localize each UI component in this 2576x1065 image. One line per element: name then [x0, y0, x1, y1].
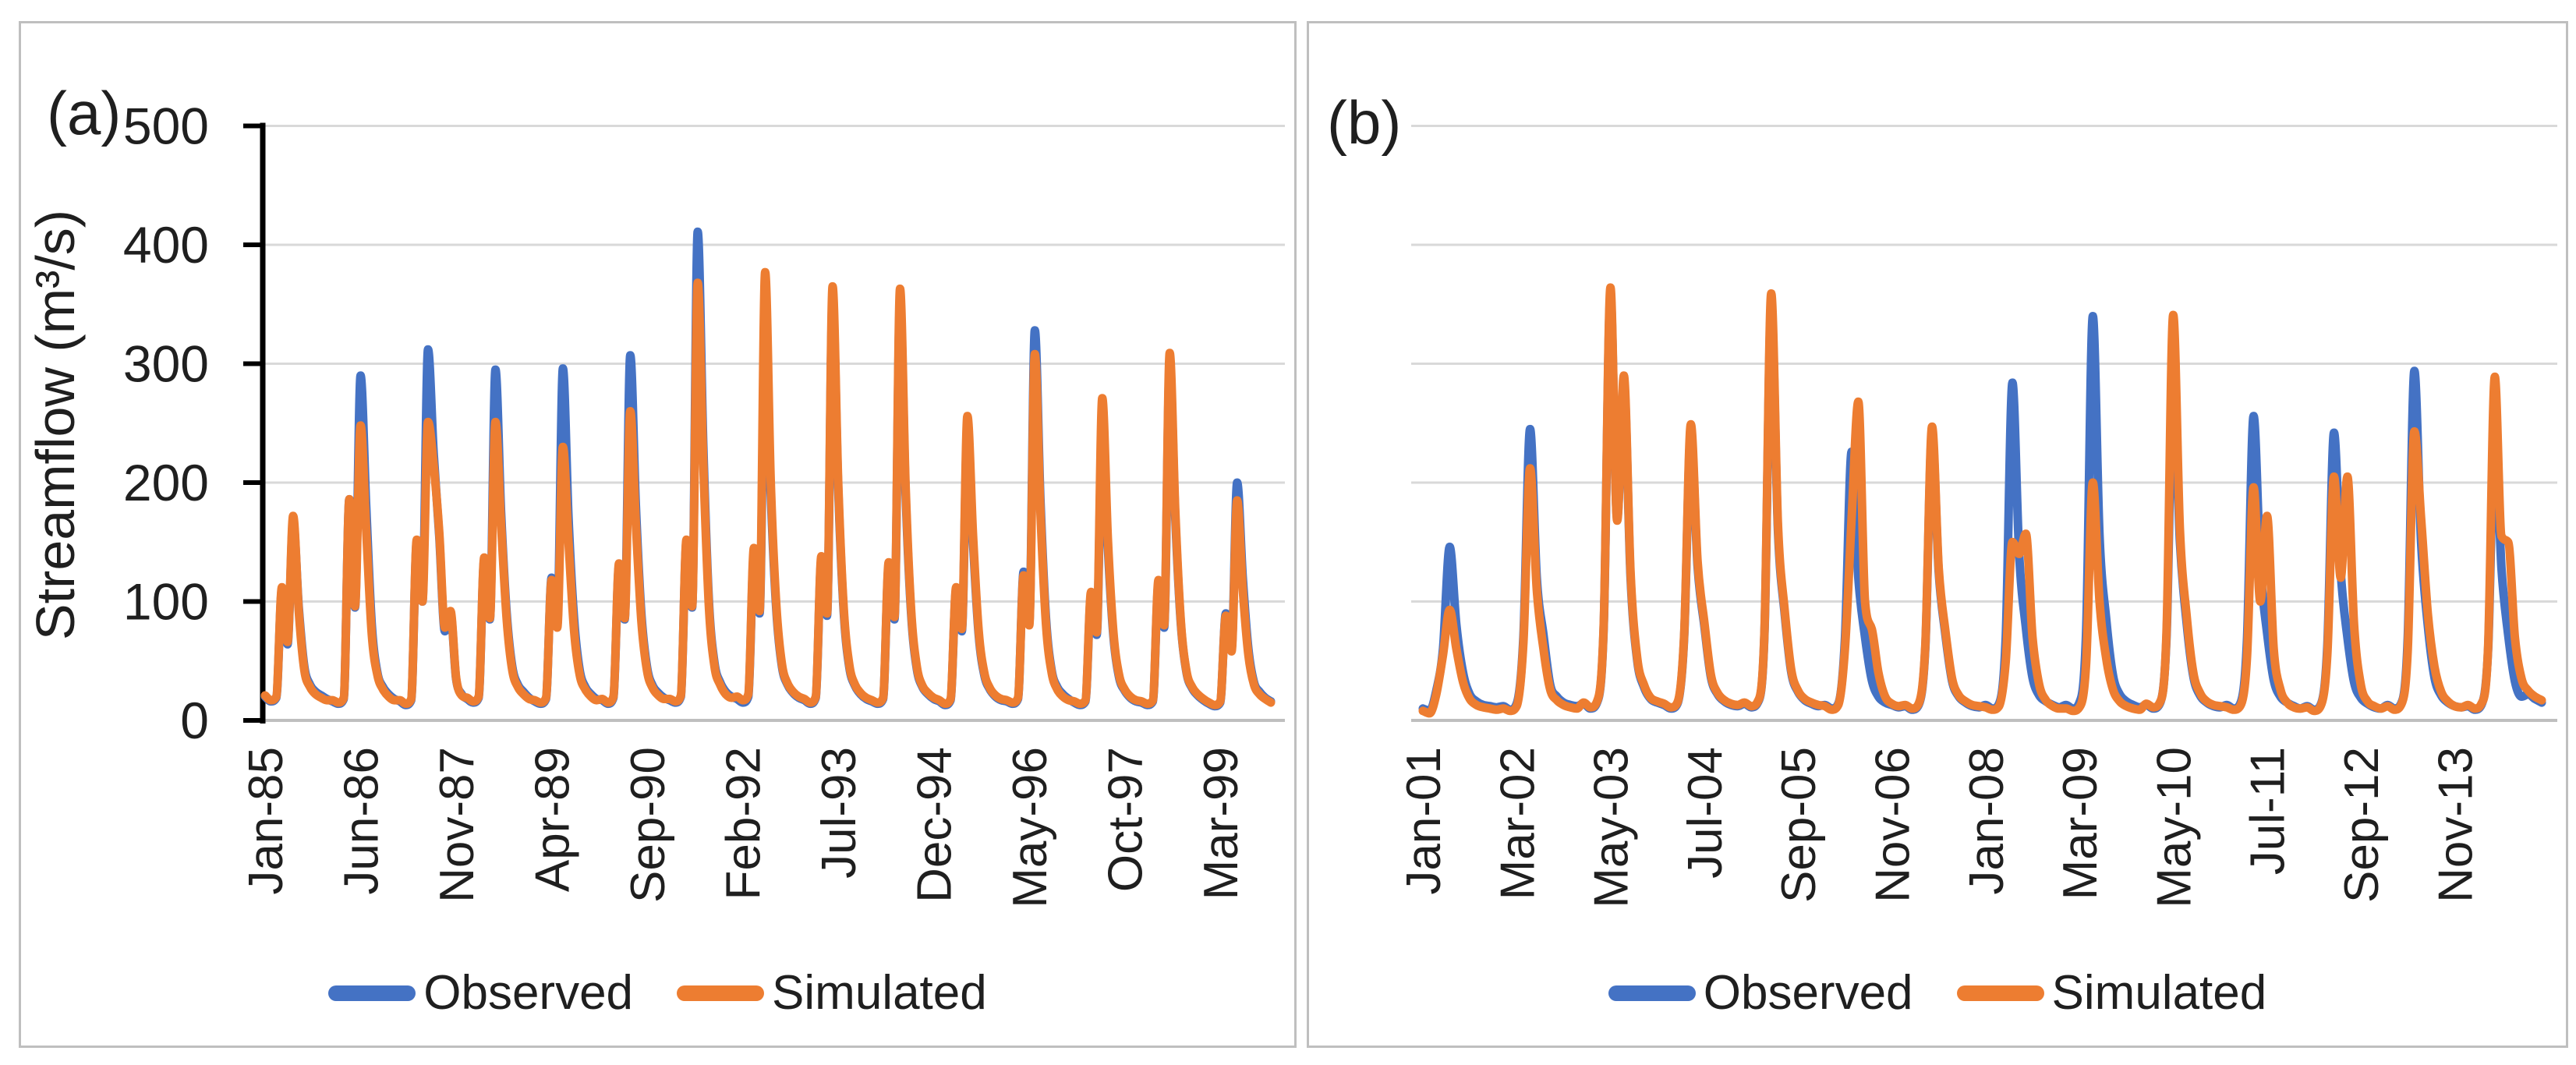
x-tick-label-Jul-93: Jul-93 — [812, 747, 866, 879]
y-tick-label-0: 0 — [180, 692, 209, 749]
series-simulated-line — [1418, 283, 2546, 718]
legend-label-simulated: Simulated — [772, 966, 987, 1020]
x-tick-label-Nov-13: Nov-13 — [2429, 747, 2482, 903]
x-tick-label-Mar-99: Mar-99 — [1194, 747, 1248, 900]
series-simulated-line — [260, 267, 1276, 709]
legend-item-simulated: Simulated — [677, 969, 987, 1017]
panel-b-plot: Jan-01 Mar-02 May-03 Jul-04 Sep-05 Nov-06 Jan-… — [1397, 125, 2557, 908]
legend-panel-a: Observed Simulated — [19, 957, 1296, 1029]
x-tick-label-Jan-85: Jan-85 — [239, 747, 293, 895]
y-axis-title: Streamflow (m³/s) — [25, 210, 86, 640]
panel-b-label: (b) — [1327, 88, 1401, 157]
x-tick-label-Sep-12: Sep-12 — [2335, 747, 2389, 903]
x-tick-label-Jul-11: Jul-11 — [2242, 747, 2295, 875]
x-tick-label-Mar-02: Mar-02 — [1491, 747, 1545, 900]
x-tick-label-Nov-06: Nov-06 — [1867, 747, 1920, 903]
legend-label-observed: Observed — [1703, 966, 1913, 1020]
legend-label-observed: Observed — [423, 966, 634, 1020]
x-tick-label-Jan-08: Jan-08 — [1960, 747, 2014, 895]
y-tick-label-400: 400 — [123, 216, 209, 274]
legend-label-simulated: Simulated — [2051, 966, 2267, 1020]
panel-a-plot: 0 100 200 300 400 500 Jan-85 Jun-86 Nov-87 Apr-89… — [123, 97, 1285, 908]
y-tick-label-500: 500 — [123, 97, 209, 155]
x-tick-label-Mar-09: Mar-09 — [2054, 747, 2107, 900]
x-tick-label-May-03: May-03 — [1585, 747, 1639, 908]
x-tick-label-Dec-94: Dec-94 — [908, 747, 962, 903]
legend-marker-observed — [328, 985, 416, 1001]
panel-a-border — [19, 21, 1297, 1048]
legend-marker-simulated — [1956, 985, 2044, 1001]
x-tick-label-Jan-01: Jan-01 — [1397, 747, 1451, 895]
x-tick-label-Oct-97: Oct-97 — [1099, 747, 1153, 892]
x-tick-label-Apr-89: Apr-89 — [526, 747, 580, 892]
x-tick-label-May-10: May-10 — [2147, 747, 2201, 908]
legend-item-simulated: Simulated — [1956, 966, 2267, 1020]
y-tick-label-200: 200 — [123, 454, 209, 511]
x-tick-label-Jun-86: Jun-86 — [335, 747, 389, 895]
legend-item-observed: Observed — [1608, 969, 1913, 1017]
x-tick-label-Jul-04: Jul-04 — [1679, 747, 1732, 879]
y-tick-label-100: 100 — [123, 573, 209, 631]
x-tick-label-May-96: May-96 — [1003, 747, 1057, 908]
x-tick-label-Sep-05: Sep-05 — [1772, 747, 1826, 903]
x-tick-label-Sep-90: Sep-90 — [621, 747, 675, 903]
panel-a-label: (a) — [47, 79, 121, 147]
legend-item-observed: Observed — [328, 969, 633, 1017]
y-tick-label-300: 300 — [123, 335, 209, 393]
x-tick-label-Nov-87: Nov-87 — [430, 747, 484, 903]
legend-marker-observed — [1608, 985, 1696, 1001]
x-tick-label-Feb-92: Feb-92 — [717, 747, 771, 900]
legend-marker-simulated — [677, 985, 765, 1001]
legend-panel-b: Observed Simulated — [1307, 957, 2567, 1029]
